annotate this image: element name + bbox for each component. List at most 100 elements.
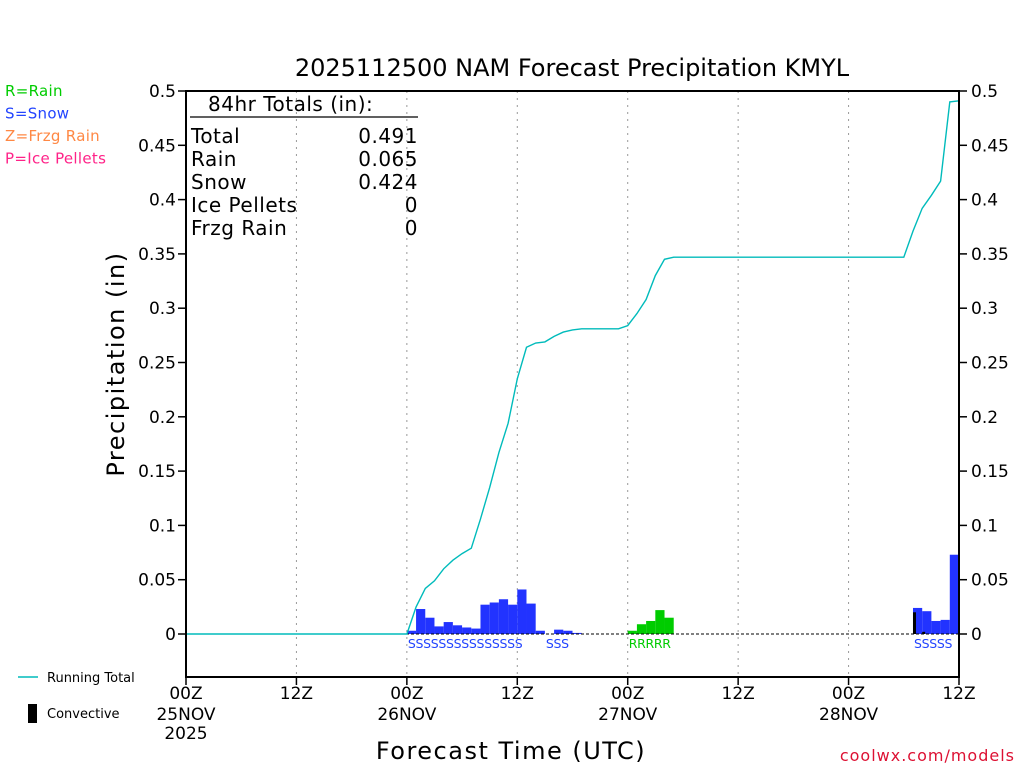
precip-bar: [526, 603, 536, 634]
y-tick-label-right: 0: [971, 625, 982, 645]
x-tick-label: 12Z: [501, 684, 534, 704]
totals-row-value: 0: [405, 193, 418, 217]
precip-bar: [655, 610, 665, 634]
line-legend: Running Total Convective: [18, 671, 135, 723]
totals-row-value: 0.065: [358, 147, 418, 171]
y-tick-label-right: 0.2: [971, 408, 998, 428]
precip-bar: [912, 607, 923, 634]
totals-heading: 84hr Totals (in):: [208, 92, 373, 116]
precip-type-marker: SSSSS: [914, 636, 953, 651]
precip-bar: [572, 632, 582, 634]
x-axis-label: Forecast Time (UTC): [376, 737, 646, 765]
y-tick-label: 0: [165, 625, 176, 645]
precip-bar: [554, 629, 564, 634]
y-tick-label-right: 0.1: [971, 516, 998, 536]
precip-bar: [452, 625, 463, 634]
x-tick-label: 00Z: [832, 684, 865, 704]
y-tick-label: 0.15: [138, 462, 176, 482]
y-tick-label: 0.1: [149, 516, 176, 536]
precip-bar: [664, 617, 674, 634]
y-tick-label: 0.25: [138, 354, 176, 374]
precip-bar: [940, 619, 950, 634]
precip-bar: [517, 589, 527, 634]
precip-bar: [627, 630, 637, 634]
convective-bar: [922, 631, 926, 634]
y-tick-label: 0.3: [149, 299, 176, 319]
left-y-axis-ticks: 0 0.05 0.1 0.15 0.2 0.25 0.3 0.35 0.4 0.45 0.5: [138, 82, 186, 645]
precip-bar: [646, 620, 656, 634]
y-tick-label: 0.05: [138, 571, 176, 591]
precip-bar: [471, 628, 481, 634]
x-tick-label: 12Z: [280, 684, 313, 704]
totals-row-value: 0.424: [358, 170, 418, 194]
totals-row-label: Frzg Rain: [191, 216, 287, 240]
y-tick-label: 0.2: [149, 408, 176, 428]
precip-bar: [535, 630, 545, 634]
precip-bar: [489, 602, 499, 634]
y-tick-label: 0.4: [149, 191, 176, 211]
precip-bar: [949, 554, 959, 634]
totals-row-label: Ice Pellets: [191, 193, 297, 217]
x-tick-label: 12Z: [942, 684, 975, 704]
y-tick-label-right: 0.35: [971, 245, 1009, 265]
y-tick-label-right: 0.5: [971, 82, 998, 102]
x-tick-date: 2025: [164, 724, 207, 744]
precip-type-legend: R=Rain S=Snow Z=Frzg Rain P=Ice Pellets: [5, 82, 106, 168]
totals-row-value: 0.491: [358, 124, 418, 148]
convective-bar: [912, 612, 916, 634]
bars-layer: [406, 554, 959, 634]
y-tick-label: 0.5: [149, 82, 176, 102]
totals-row-label: Snow: [191, 170, 247, 194]
credit-text: coolwx.com/models: [840, 746, 1015, 765]
precip-bar: [636, 624, 647, 634]
x-tick-label: 00Z: [169, 684, 202, 704]
precip-bar: [406, 630, 417, 634]
y-tick-label: 0.45: [138, 136, 176, 156]
precip-bar: [931, 620, 941, 634]
y-tick-label: 0.35: [138, 245, 176, 265]
precip-type-legend-item: S=Snow: [5, 105, 69, 123]
y-tick-label-right: 0.05: [971, 571, 1009, 591]
precip-bar: [480, 604, 490, 634]
totals-row-label: Total: [190, 124, 240, 148]
totals-box: 84hr Totals (in): Total 0.491 Rain 0.065 Snow…: [190, 92, 418, 240]
precip-bar: [922, 611, 932, 634]
y-tick-label-right: 0.45: [971, 136, 1009, 156]
precip-type-marker: SSSSSSSSSSSSSSS: [408, 636, 523, 651]
type-markers: SSSSSSSSSSSSSSS SSS RRRRR SSSSS: [408, 636, 953, 651]
x-tick-label: 00Z: [390, 684, 423, 704]
precip-type-marker: RRRRR: [629, 636, 672, 651]
convective-layer: [912, 612, 926, 634]
right-y-axis-ticks: 0 0.05 0.1 0.15 0.2 0.25 0.3 0.35 0.4 0.45 0.5: [959, 82, 1009, 645]
x-tick-date: 27NOV: [598, 705, 657, 725]
y-axis-label: Precipitation (in): [102, 251, 130, 476]
precip-bar: [416, 609, 426, 634]
convective-legend-label: Convective: [47, 707, 120, 722]
y-tick-label-right: 0.4: [971, 191, 998, 211]
totals-row-value: 0: [405, 216, 418, 240]
plot-frame: [185, 90, 960, 678]
precip-bar: [443, 622, 453, 634]
convective-legend-swatch: [28, 704, 37, 723]
x-tick-date: 28NOV: [819, 705, 878, 725]
x-tick-date: 26NOV: [377, 705, 436, 725]
running-total-line: [186, 100, 960, 635]
precip-bar: [434, 626, 444, 634]
precip-type-legend-item: Z=Frzg Rain: [5, 127, 100, 145]
x-tick-label: 00Z: [611, 684, 644, 704]
precip-bar: [462, 627, 472, 634]
y-tick-label-right: 0.25: [971, 354, 1009, 374]
precip-type-marker: SSS: [546, 636, 569, 651]
chart-title: 2025112500 NAM Forecast Precipitation KM…: [295, 54, 850, 82]
y-tick-label-right: 0.3: [971, 299, 998, 319]
precip-bar: [425, 617, 435, 634]
precip-bar: [498, 599, 509, 634]
running-total-legend-label: Running Total: [47, 671, 135, 686]
precip-type-legend-item: R=Rain: [5, 82, 63, 100]
x-tick-label: 12Z: [722, 684, 755, 704]
precip-type-legend-item: P=Ice Pellets: [5, 150, 106, 168]
y-tick-label-right: 0.15: [971, 462, 1009, 482]
precip-bar: [563, 630, 573, 634]
